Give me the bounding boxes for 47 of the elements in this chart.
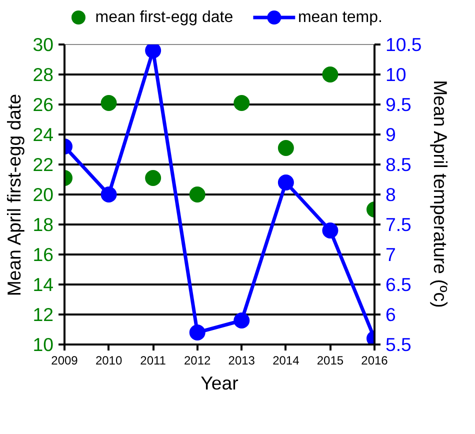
point: [145, 44, 162, 58]
y-tick-label: 20: [32, 184, 54, 205]
x-tick-label: 2011: [140, 354, 166, 368]
point: [234, 95, 250, 111]
legend-label: mean temp.: [298, 9, 382, 26]
point: [278, 140, 294, 156]
x-tick-label: 2009: [51, 354, 78, 368]
x-tick-label: 2016: [361, 354, 388, 368]
y-tick-label: 24: [32, 124, 54, 145]
x-tick-label: 2012: [184, 354, 212, 368]
y-tick-label: 14: [32, 274, 54, 295]
point: [145, 170, 162, 186]
y-tick-label: 12: [32, 304, 54, 325]
y-tick-label: 26: [32, 94, 54, 115]
point: [189, 324, 206, 340]
y2-tick-label: 8.5: [386, 154, 412, 175]
y-tick-label: 22: [32, 154, 54, 175]
y2-tick-label: 5.5: [386, 334, 412, 355]
y2-tick-label: 10: [386, 64, 406, 85]
point: [278, 174, 294, 190]
y-tick-label: 16: [32, 244, 54, 265]
y2-axis-title: Mean April temperature (ºc): [430, 80, 451, 308]
y2-tick-label: 7.5: [386, 214, 412, 235]
y2-tick-label: 9: [386, 124, 396, 145]
y-tick-label: 10: [32, 334, 54, 355]
point: [234, 312, 250, 328]
y2-tick-label: 7: [386, 244, 396, 265]
y2-tick-label: 9.5: [386, 94, 412, 115]
point: [100, 95, 117, 111]
x-tick-label: 2014: [272, 354, 300, 368]
y-axis-title: Mean April first-egg date: [4, 94, 25, 296]
y2-tick-label: 6.5: [386, 274, 412, 295]
x-tick-label: 2010: [95, 354, 122, 368]
point: [189, 186, 206, 202]
y-tick-label: 18: [32, 214, 54, 235]
y-tick-label: 28: [32, 64, 54, 85]
y-tick-label: 30: [32, 34, 54, 55]
y2-tick-label: 8: [386, 184, 396, 205]
point: [322, 66, 338, 82]
x-axis-title: Year: [200, 372, 238, 394]
y2-tick-label: 6: [386, 304, 396, 325]
y2-tick-label: 10.5: [386, 34, 422, 55]
point: [100, 186, 117, 202]
point: [322, 222, 338, 238]
x-tick-label: 2015: [316, 354, 344, 368]
legend-label: mean first-egg date: [95, 9, 234, 26]
x-tick-label: 2013: [228, 354, 256, 368]
